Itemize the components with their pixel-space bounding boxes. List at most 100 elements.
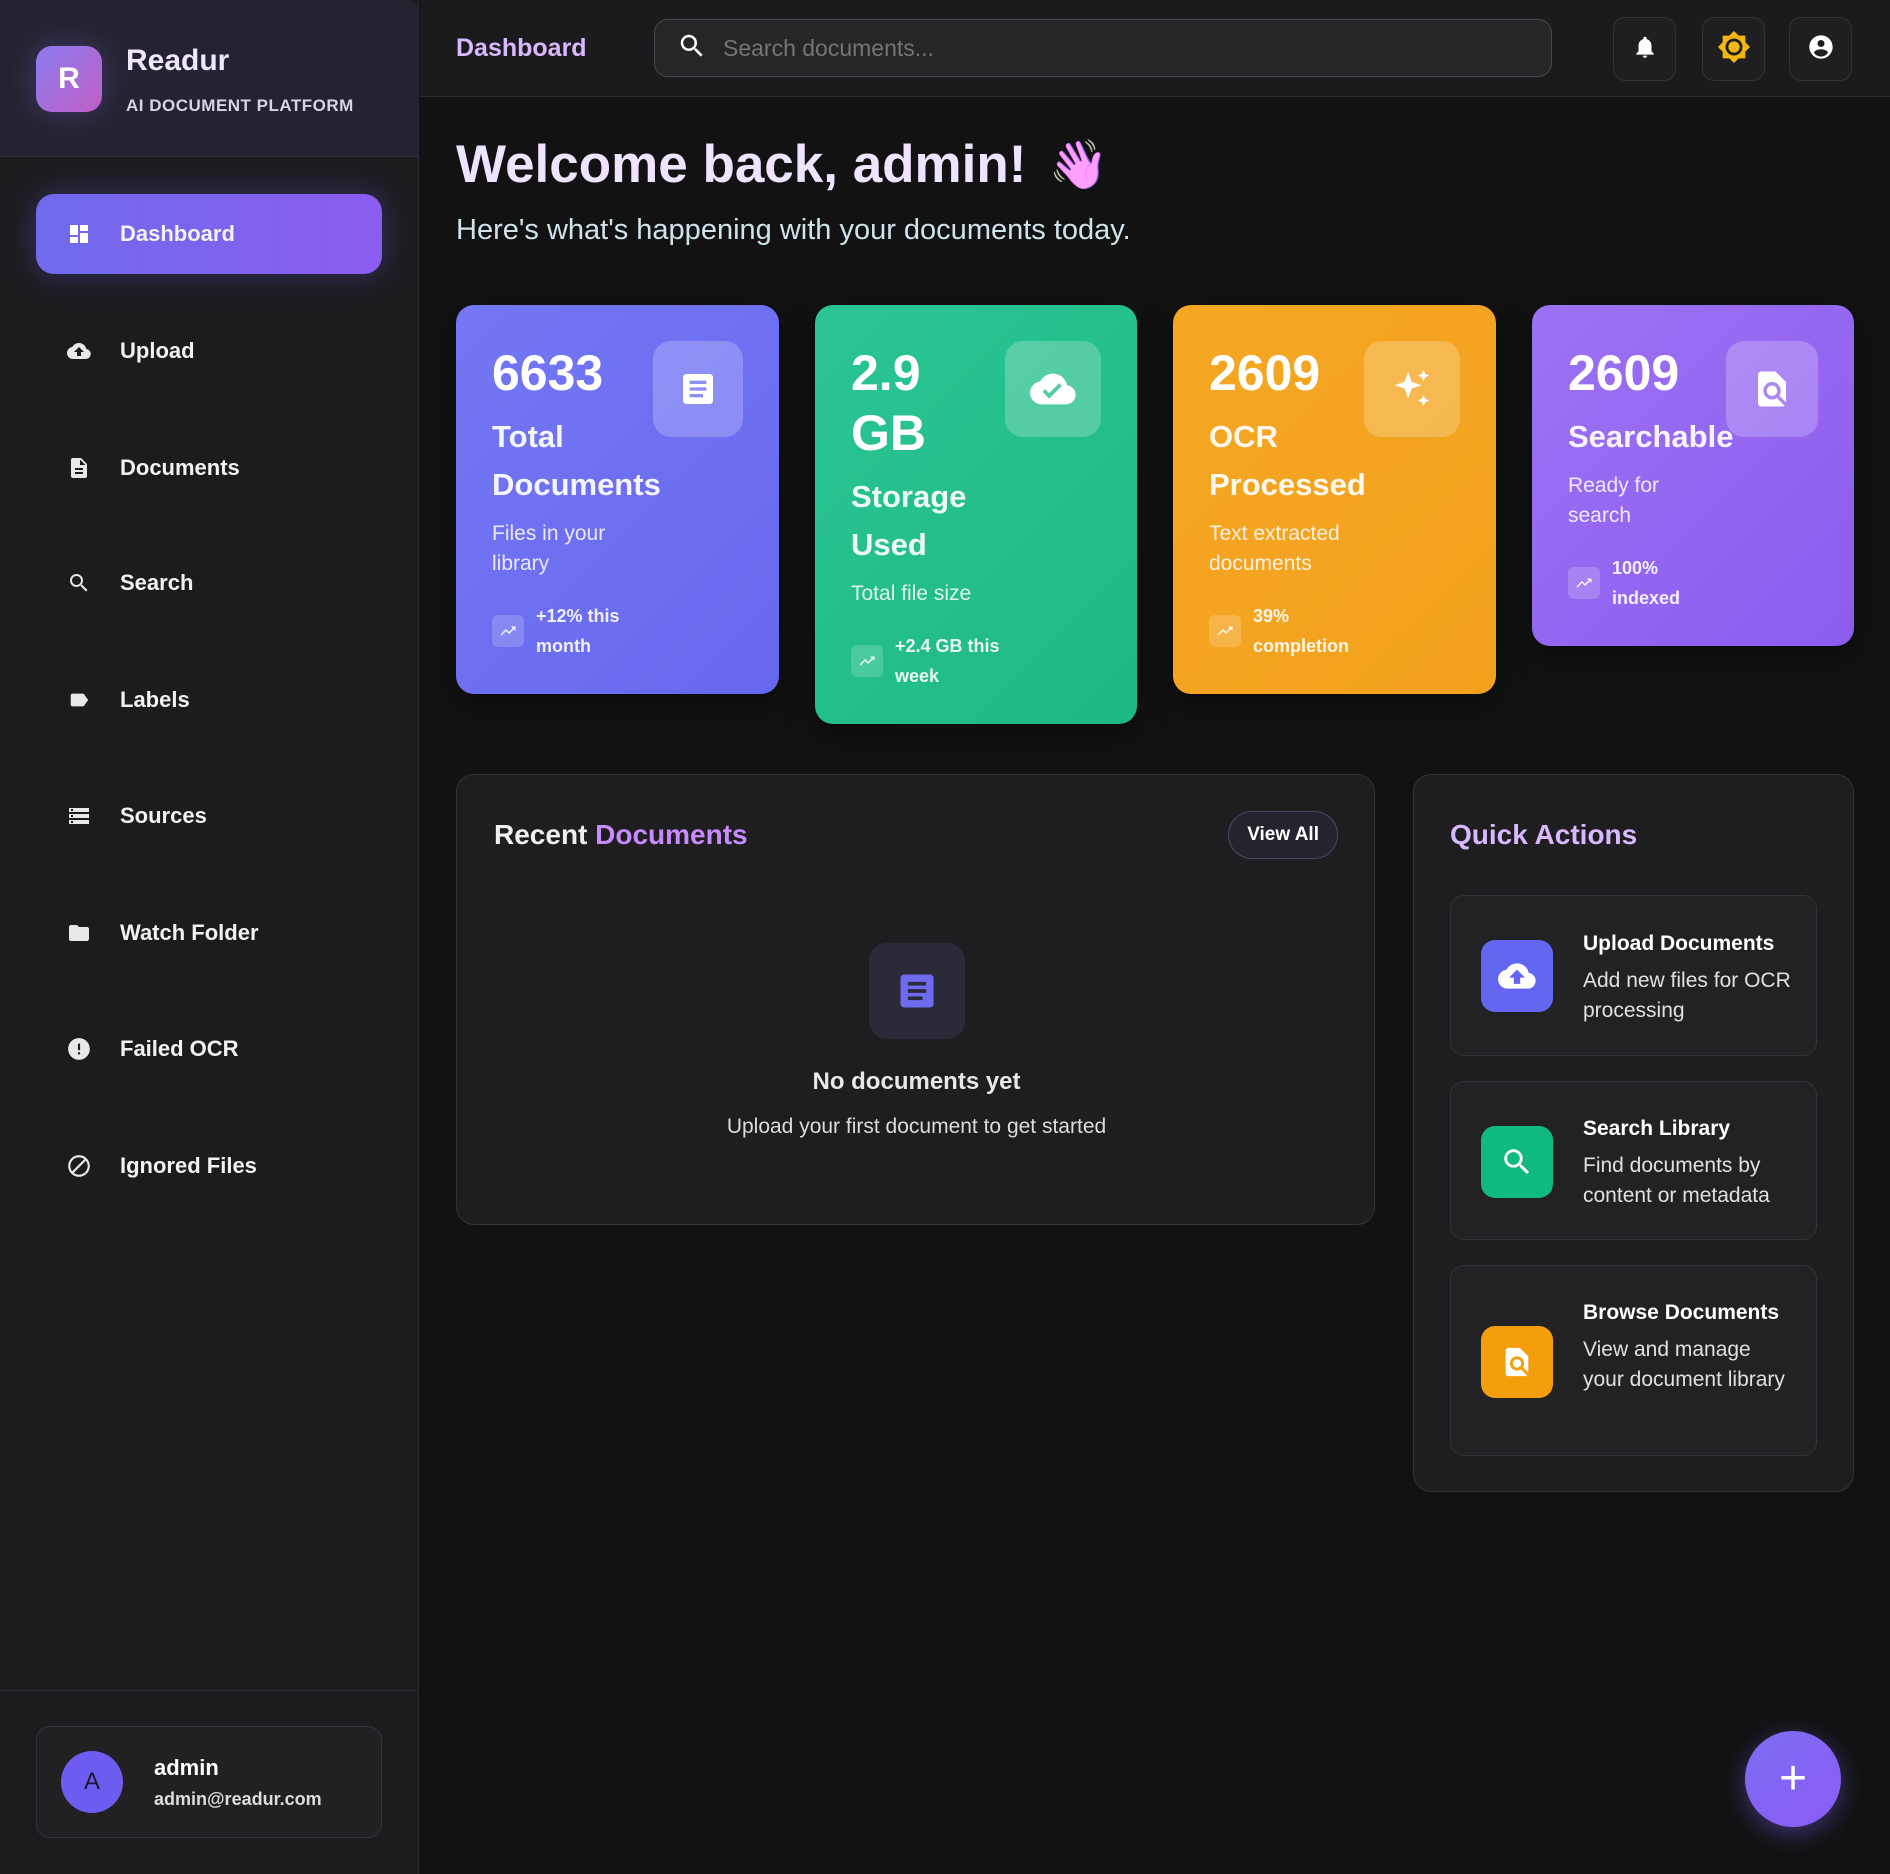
sidebar-item-sources[interactable]: Sources: [36, 776, 382, 856]
brand-tagline: AI DOCUMENT PLATFORM: [126, 96, 354, 115]
stat-card-searchable[interactable]: 2609 Searchable Ready for search 100% in…: [1532, 305, 1854, 646]
stat-value: 2.9 GB: [851, 345, 926, 461]
storage-icon: [66, 803, 92, 829]
sidebar-item-label: Sources: [120, 803, 207, 828]
brand-header: R Readur AI DOCUMENT PLATFORM: [0, 0, 419, 157]
search-icon: [677, 31, 707, 66]
document-icon: [869, 943, 965, 1039]
welcome-title: Welcome back, admin! 👋: [456, 134, 1108, 195]
page-title: Dashboard: [456, 34, 587, 62]
stat-card-total-documents[interactable]: 6633 Total Documents Files in your libra…: [456, 305, 779, 694]
find-in-page-icon: [1481, 1326, 1553, 1398]
sidebar-item-label: Documents: [120, 455, 240, 480]
quick-action-title: Upload Documents: [1583, 932, 1775, 955]
welcome-subtitle: Here's what's happening with your docume…: [456, 214, 1131, 246]
cloud-upload-icon: [66, 338, 92, 364]
folder-icon: [66, 920, 92, 946]
stat-subtitle: Files in your library: [492, 522, 606, 575]
stat-title: Total Documents: [492, 419, 661, 502]
stat-card-ocr-processed[interactable]: 2609 OCR Processed Text extracted docume…: [1173, 305, 1496, 694]
sidebar-item-documents[interactable]: Documents: [36, 428, 382, 508]
avatar: A: [61, 1751, 123, 1813]
brand-name: Readur: [126, 44, 230, 77]
dashboard-icon: [66, 221, 92, 247]
quick-action-title: Search Library: [1583, 1117, 1731, 1140]
sun-icon: [1717, 30, 1751, 69]
quick-action-desc: View and manage your document library: [1583, 1338, 1785, 1391]
sidebar-item-label: Ignored Files: [120, 1153, 257, 1178]
stat-trend: +2.4 GB this week: [851, 631, 1021, 691]
sidebar-item-label: Dashboard: [120, 221, 235, 246]
sidebar: R Readur AI DOCUMENT PLATFORM Dashboard …: [0, 0, 419, 1874]
stat-value: 6633: [492, 345, 604, 401]
stat-title: OCR Processed: [1209, 419, 1366, 502]
sidebar-item-watch-folder[interactable]: Watch Folder: [36, 893, 382, 973]
sidebar-item-failed-ocr[interactable]: Failed OCR: [36, 1009, 382, 1089]
search-input[interactable]: [723, 34, 1523, 62]
sidebar-item-labels[interactable]: Labels: [36, 660, 382, 740]
quick-action-upload[interactable]: Upload Documents Add new files for OCR p…: [1450, 895, 1817, 1056]
user-name: admin: [154, 1755, 219, 1780]
logo: R: [36, 46, 102, 112]
theme-toggle-button[interactable]: [1702, 17, 1765, 81]
empty-subtitle: Upload your first document to get starte…: [726, 1115, 1107, 1138]
quick-action-desc: Add new files for OCR processing: [1583, 969, 1791, 1022]
quick-actions-panel: Quick Actions Upload Documents Add new f…: [1413, 774, 1854, 1492]
panel-title: Recent Documents: [494, 819, 748, 851]
sidebar-item-label: Upload: [120, 338, 195, 363]
quick-action-search[interactable]: Search Library Find documents by content…: [1450, 1081, 1817, 1240]
stat-value: 2609: [1209, 345, 1321, 401]
sidebar-item-label: Search: [120, 570, 194, 595]
error-icon: [66, 1036, 92, 1062]
divider: [0, 1690, 419, 1691]
search-icon: [66, 570, 92, 596]
notifications-button[interactable]: [1613, 17, 1676, 81]
sidebar-item-ignored-files[interactable]: Ignored Files: [36, 1126, 382, 1206]
sidebar-item-search[interactable]: Search: [36, 543, 382, 623]
trending-up-icon: [492, 615, 524, 647]
sparkle-icon: [1364, 341, 1460, 437]
stat-value: 2609: [1568, 345, 1680, 401]
trending-up-icon: [1209, 615, 1241, 647]
fab-add-button[interactable]: +: [1745, 1731, 1841, 1827]
sidebar-item-upload[interactable]: Upload: [36, 311, 382, 391]
stat-subtitle: Text extracted documents: [1209, 522, 1340, 575]
account-circle-icon: [1807, 33, 1835, 66]
document-icon: [653, 341, 743, 437]
stat-trend: 39% completion: [1209, 601, 1379, 661]
top-bar: Dashboard: [420, 0, 1890, 97]
label-icon: [66, 687, 92, 713]
stat-title: Storage Used: [851, 479, 967, 562]
find-in-page-icon: [1726, 341, 1818, 437]
welcome-text: Welcome back, admin!: [456, 135, 1027, 194]
recent-documents-panel: Recent Documents View All No documents y…: [456, 774, 1375, 1225]
view-all-button[interactable]: View All: [1228, 811, 1338, 859]
quick-action-browse[interactable]: Browse Documents View and manage your do…: [1450, 1265, 1817, 1456]
stat-card-storage[interactable]: 2.9 GB Storage Used Total file size +2.4…: [815, 305, 1137, 724]
title-highlight: Documents: [595, 819, 748, 850]
search-icon: [1481, 1126, 1553, 1198]
stat-subtitle: Ready for search: [1568, 474, 1660, 527]
trending-up-icon: [1568, 567, 1600, 599]
sidebar-item-dashboard[interactable]: Dashboard: [36, 194, 382, 274]
block-icon: [66, 1153, 92, 1179]
quick-action-title: Browse Documents: [1583, 1301, 1780, 1324]
trending-up-icon: [851, 645, 883, 677]
account-button[interactable]: [1789, 17, 1852, 81]
stat-trend: +12% this month: [492, 601, 662, 661]
cloud-upload-icon: [1481, 940, 1553, 1012]
bell-icon: [1632, 34, 1658, 65]
search-bar[interactable]: [654, 19, 1552, 77]
wave-icon: 👋: [1048, 139, 1109, 192]
panel-title: Quick Actions: [1450, 819, 1638, 850]
empty-title: No documents yet: [812, 1068, 1021, 1095]
user-card[interactable]: A admin admin@readur.com: [36, 1726, 382, 1838]
cloud-done-icon: [1005, 341, 1101, 437]
stat-title: Searchable: [1568, 419, 1734, 454]
title-part: Recent: [494, 819, 588, 850]
sidebar-item-label: Watch Folder: [120, 920, 259, 945]
stat-trend: 100% indexed: [1568, 553, 1738, 613]
document-icon: [66, 455, 92, 481]
sidebar-item-label: Failed OCR: [120, 1036, 239, 1061]
quick-action-desc: Find documents by content or metadata: [1583, 1154, 1770, 1207]
